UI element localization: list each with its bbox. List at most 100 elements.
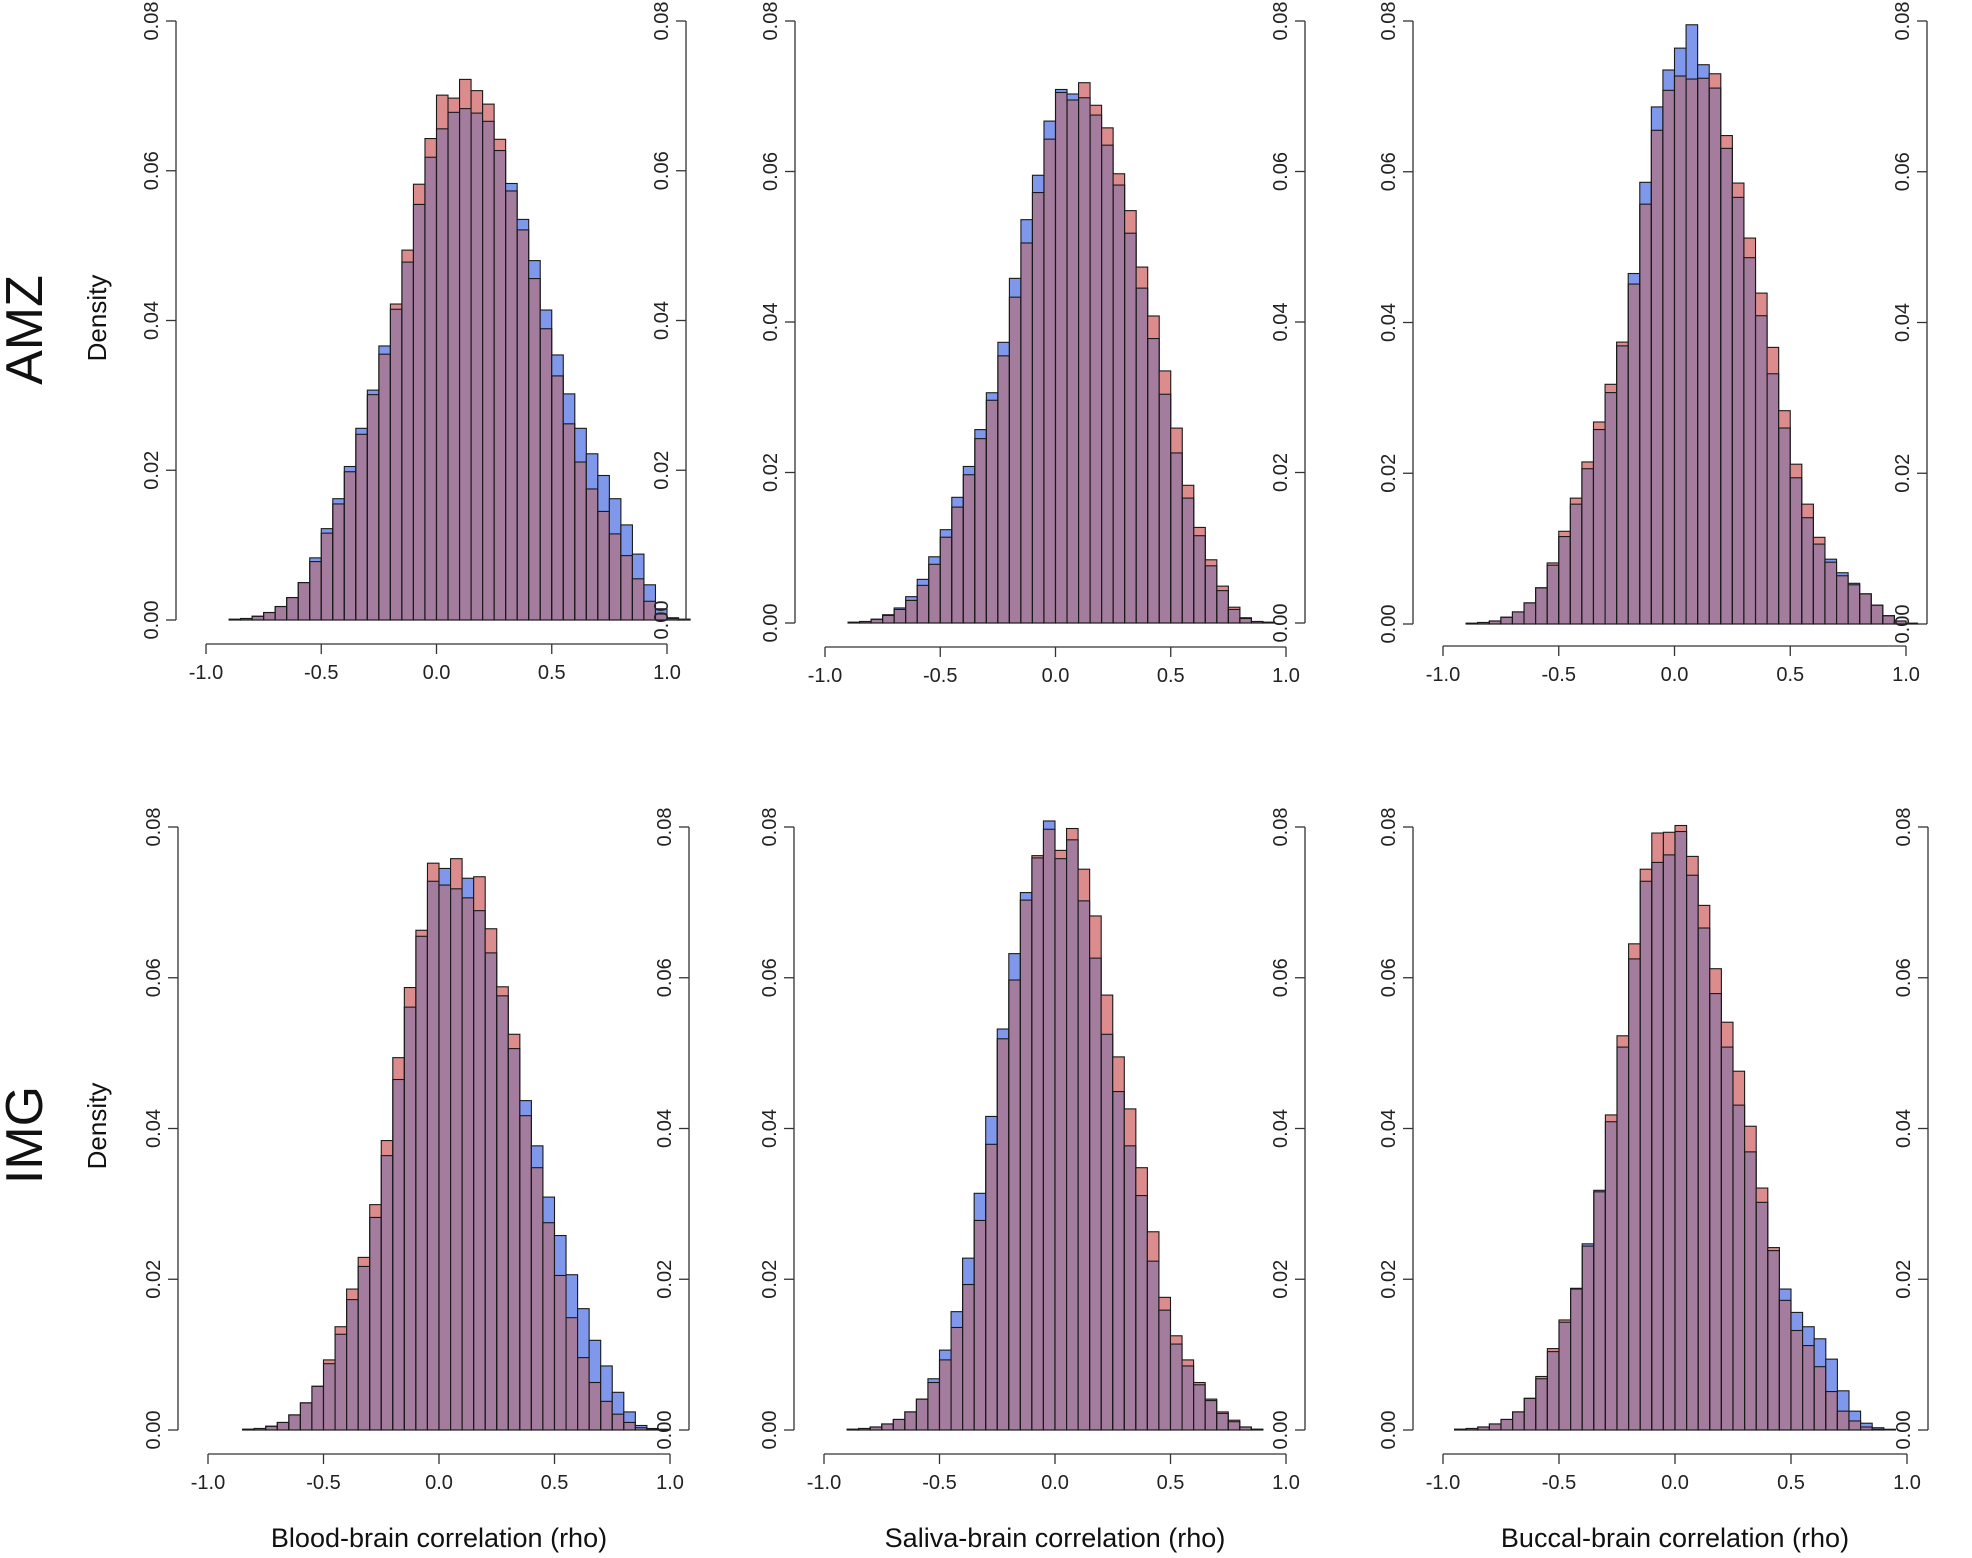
bar-overlap — [462, 897, 474, 1430]
bar-overlap — [473, 910, 486, 1430]
bar-excess — [1767, 1247, 1780, 1251]
y-tick-label: 0.08 — [1270, 808, 1292, 847]
bar-excess — [1605, 384, 1617, 393]
bar-overlap — [1559, 1322, 1571, 1430]
bar-excess — [1836, 572, 1849, 576]
bar-overlap — [1239, 1426, 1252, 1430]
bar-excess — [1801, 504, 1814, 518]
bar-overlap — [436, 128, 449, 620]
bar-excess — [1559, 1319, 1571, 1323]
y-tick-label: 0.02 — [1378, 454, 1400, 493]
bar-excess — [1547, 562, 1559, 566]
bar-excess — [939, 1350, 952, 1360]
bar-overlap — [1570, 504, 1582, 624]
bar-excess — [1582, 1243, 1594, 1247]
bar-excess — [586, 453, 598, 489]
bar-overlap — [1755, 315, 1768, 624]
bar-overlap — [1524, 602, 1536, 624]
bar-overlap — [1159, 394, 1171, 623]
y-tick-label: 0.04 — [760, 303, 782, 342]
bar-excess — [1193, 1382, 1206, 1385]
bar-excess — [632, 554, 644, 579]
bar-outline-series-b — [242, 1428, 255, 1431]
y-tick-label: 0.00 — [1270, 1411, 1292, 1450]
bar-excess — [485, 928, 497, 953]
bar-overlap — [300, 1402, 312, 1430]
x-tick-label: 1.0 — [653, 662, 681, 684]
x-tick-label: 0.0 — [425, 1472, 453, 1494]
bar-excess — [623, 1411, 636, 1423]
bar-overlap — [623, 1422, 636, 1430]
bar-excess — [519, 1100, 532, 1116]
bar-excess — [563, 393, 575, 424]
x-tick-label: -0.5 — [922, 1472, 956, 1494]
bar-excess — [1124, 210, 1137, 234]
bar-overlap — [1500, 617, 1513, 624]
bar-overlap — [517, 229, 529, 620]
density-label-img: Density — [82, 1083, 112, 1170]
bar-overlap — [566, 1317, 578, 1430]
bar-excess — [367, 390, 379, 395]
bar-excess — [940, 529, 952, 538]
x-tick-label: 1.0 — [1893, 1472, 1921, 1494]
bar-excess — [1078, 869, 1090, 901]
bar-overlap — [974, 438, 987, 623]
bar-excess — [1848, 583, 1860, 585]
y-tick-label: 0.06 — [760, 152, 782, 191]
bar-excess — [1837, 1390, 1849, 1412]
bar-excess — [1067, 93, 1079, 101]
bar-overlap — [494, 150, 506, 620]
bar-overlap — [381, 1155, 393, 1430]
bar-excess — [1790, 464, 1802, 478]
bar-overlap — [1801, 517, 1814, 624]
bar-excess — [1686, 24, 1698, 80]
bar-excess — [1089, 915, 1102, 959]
bar-overlap — [1043, 139, 1056, 623]
bar-excess — [974, 429, 987, 439]
bar-excess — [1055, 89, 1068, 93]
bar-overlap — [1124, 233, 1137, 623]
histogram-panels: -1.0 -0.5 0.0 0.5 1.0 0.00 0.02 0.04 0.06 0.08 0.0… — [141, 2, 1929, 1553]
y-tick-label: 0.04 — [1893, 1109, 1915, 1148]
bar-excess — [542, 1197, 555, 1223]
bar-overlap — [1698, 928, 1710, 1430]
bar-overlap — [335, 1334, 347, 1430]
bar-overlap — [1055, 858, 1067, 1430]
bar-overlap — [1732, 197, 1744, 624]
bar-overlap — [1593, 429, 1606, 624]
bar-outline-series-b — [1870, 604, 1884, 625]
x-tick-label: -1.0 — [1426, 664, 1460, 686]
y-tick-label: 0.00 — [1378, 1411, 1400, 1450]
x-tick-label: 1.0 — [1272, 1472, 1300, 1494]
y-tick-label: 0.04 — [759, 1109, 781, 1148]
bar-excess — [1547, 1348, 1559, 1352]
bar-excess — [1698, 905, 1710, 929]
bar-excess — [462, 878, 474, 898]
row-label-amz: AMZ — [0, 275, 54, 385]
bar-overlap — [667, 618, 679, 620]
bar-overlap — [1709, 993, 1722, 1430]
bar-overlap — [1720, 148, 1733, 625]
bar-outline-series-b — [1239, 1426, 1252, 1431]
bar-outline-series-b — [1227, 1419, 1241, 1431]
bar-overlap — [508, 1048, 520, 1430]
bar-overlap — [390, 309, 402, 620]
bar-excess — [1101, 127, 1114, 146]
bar-overlap — [1882, 615, 1895, 624]
bar-excess — [1581, 461, 1594, 469]
bar-overlap — [1617, 1047, 1629, 1430]
bar-excess — [1020, 892, 1032, 901]
bar-overlap — [1031, 857, 1044, 1430]
bar-outline-series-b — [1239, 617, 1252, 624]
bar-overlap — [986, 400, 998, 623]
x-tick-label: -0.5 — [923, 665, 957, 687]
bar-overlap — [1743, 257, 1756, 624]
bar-overlap — [346, 1299, 359, 1430]
bar-overlap — [1170, 452, 1183, 623]
bar-overlap — [905, 600, 918, 623]
y-tick-label: 0.02 — [143, 1260, 165, 1299]
bar-overlap — [589, 1382, 601, 1430]
y-tick-label: 0.04 — [1892, 303, 1914, 342]
bar-overlap — [415, 936, 428, 1430]
bar-excess — [894, 607, 906, 610]
